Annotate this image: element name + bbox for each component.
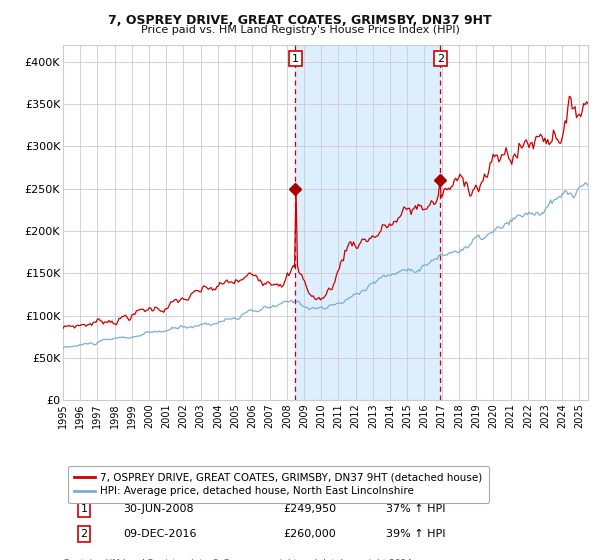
- Text: 2: 2: [80, 529, 88, 539]
- Legend: 7, OSPREY DRIVE, GREAT COATES, GRIMSBY, DN37 9HT (detached house), HPI: Average : 7, OSPREY DRIVE, GREAT COATES, GRIMSBY, …: [68, 466, 489, 503]
- Text: £260,000: £260,000: [284, 529, 336, 539]
- Text: £249,950: £249,950: [284, 504, 337, 514]
- Text: 1: 1: [292, 54, 299, 64]
- Text: 2: 2: [437, 54, 444, 64]
- Text: Contains HM Land Registry data © Crown copyright and database right 2024.: Contains HM Land Registry data © Crown c…: [63, 559, 415, 560]
- Text: 1: 1: [80, 504, 88, 514]
- Text: 37% ↑ HPI: 37% ↑ HPI: [386, 504, 445, 514]
- Bar: [295, 45, 440, 400]
- Text: Price paid vs. HM Land Registry's House Price Index (HPI): Price paid vs. HM Land Registry's House …: [140, 25, 460, 35]
- Text: 09-DEC-2016: 09-DEC-2016: [124, 529, 197, 539]
- Text: 39% ↑ HPI: 39% ↑ HPI: [386, 529, 445, 539]
- Text: 30-JUN-2008: 30-JUN-2008: [124, 504, 194, 514]
- Text: 7, OSPREY DRIVE, GREAT COATES, GRIMSBY, DN37 9HT: 7, OSPREY DRIVE, GREAT COATES, GRIMSBY, …: [108, 14, 492, 27]
